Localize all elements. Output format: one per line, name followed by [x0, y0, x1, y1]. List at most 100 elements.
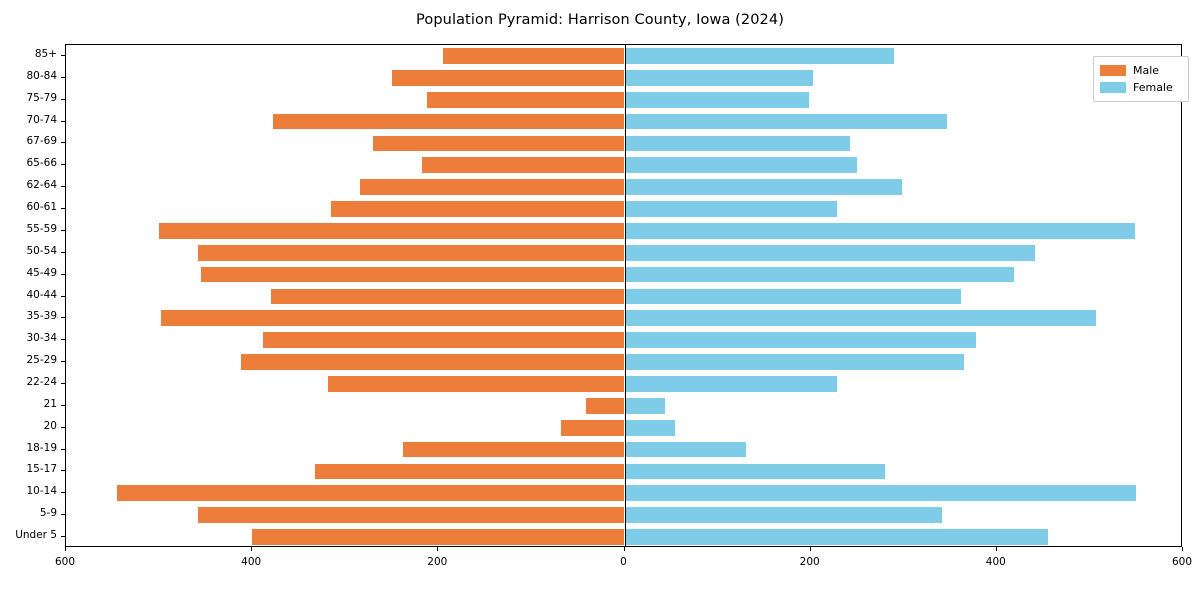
y-tick-mark: [61, 229, 65, 231]
bar-row: [66, 288, 1181, 305]
bar-male-67-69[interactable]: [373, 135, 625, 152]
bar-female-80-84[interactable]: [624, 69, 814, 86]
y-tick-mark: [61, 448, 65, 450]
bar-male-5-9[interactable]: [198, 507, 625, 524]
y-tick-mark: [61, 273, 65, 275]
bar-male-10-14[interactable]: [117, 485, 625, 502]
legend-swatch-male: [1100, 65, 1126, 76]
bar-row: [66, 354, 1181, 370]
bar-male-62-64[interactable]: [360, 179, 625, 195]
legend-entry-female[interactable]: Female: [1100, 79, 1182, 96]
y-tick-label: 60-61: [26, 201, 57, 214]
bar-row: [66, 529, 1181, 545]
bar-female-62-64[interactable]: [624, 179, 902, 195]
bar-female-18-19[interactable]: [624, 441, 747, 458]
y-tick-label: 21: [43, 397, 57, 410]
x-tick-label: 400: [241, 556, 262, 568]
bar-female-35-39[interactable]: [624, 310, 1096, 327]
bar-male-60-61[interactable]: [331, 201, 625, 217]
bar-female-40-44[interactable]: [624, 288, 962, 305]
x-tick-label: 600: [1171, 556, 1193, 568]
y-tick-label: 22-24: [26, 375, 57, 388]
bar-row: [66, 223, 1181, 239]
bar-female-50-54[interactable]: [624, 244, 1035, 261]
y-tick-mark: [61, 382, 65, 384]
bar-female-75-79[interactable]: [624, 91, 809, 108]
y-tick-label: 15-17: [26, 463, 57, 476]
y-tick-label: 65-66: [26, 157, 57, 170]
bar-male-75-79[interactable]: [427, 91, 625, 108]
bar-male-55-59[interactable]: [159, 223, 625, 239]
x-tick-label: 400: [985, 556, 1006, 568]
bar-female-85-[interactable]: [624, 48, 895, 64]
bar-row: [66, 135, 1181, 152]
y-tick-mark: [61, 164, 65, 166]
bar-female-30-34[interactable]: [624, 332, 977, 349]
bar-male-40-44[interactable]: [270, 288, 625, 305]
bar-row: [66, 48, 1181, 64]
plot-area: [65, 44, 1182, 547]
legend-entry-male[interactable]: Male: [1100, 62, 1182, 79]
bar-female-5-9[interactable]: [624, 507, 942, 524]
center-axis-line: [624, 45, 626, 546]
x-tick-mark: [251, 547, 253, 551]
bar-male-20[interactable]: [561, 419, 625, 436]
legend-label: Male: [1133, 64, 1160, 77]
bar-row: [66, 266, 1181, 283]
bar-male-22-24[interactable]: [328, 376, 625, 392]
bar-female-65-66[interactable]: [624, 157, 858, 174]
y-tick-mark: [61, 120, 65, 122]
y-tick-label: 25-29: [26, 354, 57, 367]
y-tick-mark: [61, 98, 65, 100]
y-tick-mark: [61, 404, 65, 406]
bar-row: [66, 201, 1181, 217]
x-axis: 600 400 200 0 200 400 600: [0, 547, 1200, 587]
bar-female-20[interactable]: [624, 419, 675, 436]
bar-female-15-17[interactable]: [624, 463, 886, 480]
bar-male-85-[interactable]: [442, 48, 625, 64]
bars-layer: [66, 45, 1181, 546]
bar-male-65-66[interactable]: [421, 157, 625, 174]
bar-female-67-69[interactable]: [624, 135, 850, 152]
bar-female-70-74[interactable]: [624, 113, 947, 130]
y-tick-label: 30-34: [26, 332, 57, 345]
bar-female-25-29[interactable]: [624, 354, 965, 370]
y-tick-mark: [61, 339, 65, 341]
bar-male-25-29[interactable]: [240, 354, 625, 370]
y-tick-label: 62-64: [26, 179, 57, 192]
x-tick-mark: [65, 547, 66, 551]
legend-swatch-female: [1100, 82, 1126, 93]
bar-female-21[interactable]: [624, 397, 666, 414]
bar-female-60-61[interactable]: [624, 201, 837, 217]
y-tick-label: 70-74: [26, 113, 57, 126]
bar-row: [66, 157, 1181, 174]
bar-female-under-5[interactable]: [624, 529, 1049, 545]
bar-male-21[interactable]: [586, 397, 625, 414]
bar-male-15-17[interactable]: [314, 463, 625, 480]
bar-row: [66, 485, 1181, 502]
y-tick-label: 75-79: [26, 91, 57, 104]
bar-row: [66, 91, 1181, 108]
bar-female-45-49[interactable]: [624, 266, 1014, 283]
y-tick-mark: [61, 251, 65, 253]
y-tick-label: 80-84: [26, 69, 57, 82]
bar-row: [66, 69, 1181, 86]
x-tick-mark: [437, 547, 439, 551]
bar-row: [66, 310, 1181, 327]
bar-male-45-49[interactable]: [200, 266, 625, 283]
y-tick-label: 67-69: [26, 135, 57, 148]
bar-male-50-54[interactable]: [198, 244, 625, 261]
bar-row: [66, 179, 1181, 195]
y-tick-mark: [61, 76, 65, 78]
bar-male-under-5[interactable]: [252, 529, 625, 545]
bar-female-22-24[interactable]: [624, 376, 837, 392]
bar-male-70-74[interactable]: [272, 113, 625, 130]
x-tick-label: 200: [799, 556, 820, 568]
bar-male-35-39[interactable]: [160, 310, 625, 327]
bar-male-80-84[interactable]: [391, 69, 625, 86]
bar-male-30-34[interactable]: [263, 332, 625, 349]
bar-female-10-14[interactable]: [624, 485, 1137, 502]
bar-male-18-19[interactable]: [402, 441, 625, 458]
bar-female-55-59[interactable]: [624, 223, 1135, 239]
